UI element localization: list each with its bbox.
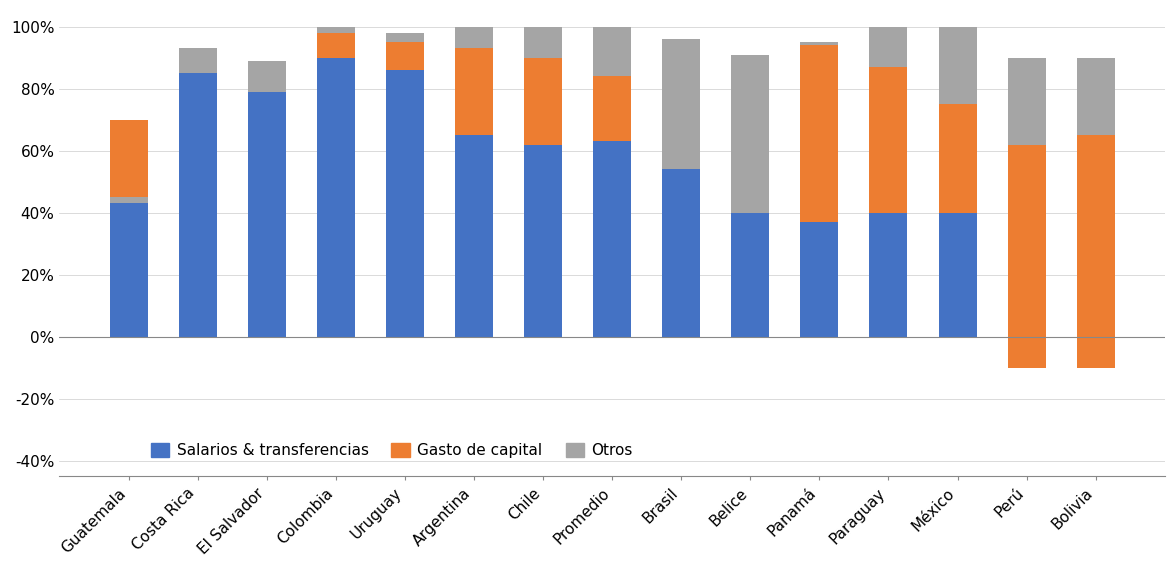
Bar xyxy=(731,182,769,213)
Bar xyxy=(1008,57,1045,144)
Bar xyxy=(731,55,769,213)
Bar xyxy=(593,76,632,141)
Bar xyxy=(1077,57,1115,135)
Bar xyxy=(179,57,216,337)
Bar xyxy=(316,27,355,33)
Bar xyxy=(1077,135,1115,368)
Bar xyxy=(662,39,700,169)
Bar xyxy=(248,76,286,337)
Bar xyxy=(938,27,976,104)
Bar xyxy=(386,70,425,337)
Bar xyxy=(386,42,425,70)
Bar xyxy=(593,141,632,337)
Bar xyxy=(731,182,769,337)
Bar xyxy=(869,27,908,67)
Bar xyxy=(524,144,562,337)
Bar xyxy=(179,57,216,73)
Bar xyxy=(248,76,286,92)
Bar xyxy=(801,222,838,337)
Bar xyxy=(316,33,355,57)
Bar xyxy=(869,67,908,213)
Bar xyxy=(316,57,355,337)
Bar xyxy=(524,57,562,144)
Bar xyxy=(801,42,838,45)
Bar xyxy=(524,27,562,57)
Bar xyxy=(455,27,493,48)
Bar xyxy=(662,160,700,337)
Bar xyxy=(593,27,632,76)
Bar xyxy=(386,33,425,42)
Legend: Salarios & transferencias, Gasto de capital, Otros: Salarios & transferencias, Gasto de capi… xyxy=(145,437,639,464)
Bar xyxy=(179,48,216,73)
Bar xyxy=(1077,337,1115,368)
Bar xyxy=(455,135,493,337)
Bar xyxy=(109,120,148,337)
Bar xyxy=(248,61,286,92)
Bar xyxy=(801,45,838,222)
Bar xyxy=(109,120,148,203)
Bar xyxy=(1008,144,1045,368)
Bar xyxy=(109,197,148,203)
Bar xyxy=(938,213,976,337)
Bar xyxy=(662,160,700,169)
Bar xyxy=(938,104,976,213)
Bar xyxy=(455,48,493,135)
Bar xyxy=(869,213,908,337)
Bar xyxy=(1008,337,1045,368)
